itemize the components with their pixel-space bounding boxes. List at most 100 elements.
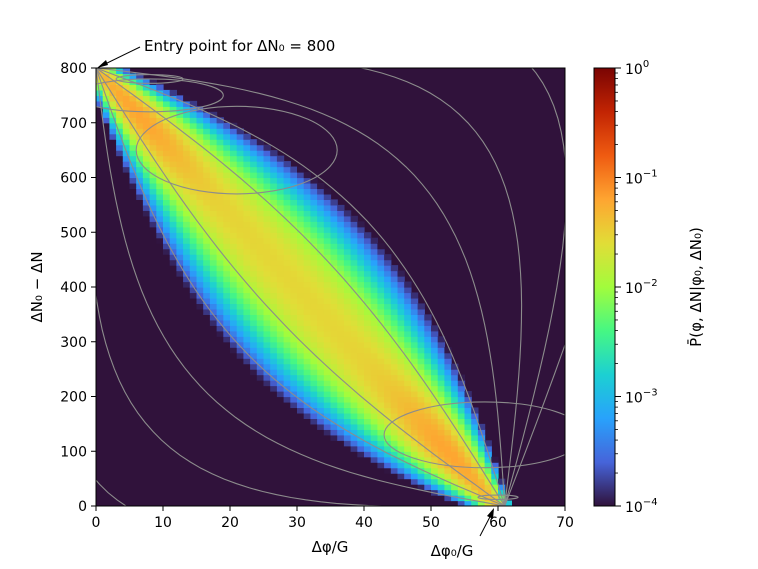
heatmap-cell <box>189 161 198 168</box>
heatmap-cell <box>236 347 244 354</box>
heatmap-cell <box>216 122 224 129</box>
heatmap-cell <box>330 292 338 299</box>
heatmap-cell <box>203 193 211 200</box>
heatmap-cell <box>250 341 258 348</box>
heatmap-cell <box>243 297 251 305</box>
heatmap-cell <box>209 297 218 305</box>
heatmap-cell <box>370 276 378 283</box>
heatmap-cell <box>384 369 392 376</box>
heatmap-cell <box>297 297 305 305</box>
heatmap-cell <box>156 100 164 107</box>
heatmap-cell <box>290 401 298 409</box>
heatmap-cell <box>169 139 177 146</box>
heatmap-cell <box>290 341 298 348</box>
heatmap-cell <box>96 84 104 91</box>
heatmap-cell <box>343 325 352 332</box>
heatmap-cell <box>169 210 177 217</box>
heatmap-cell <box>364 451 372 458</box>
heatmap-cell <box>216 226 224 233</box>
heatmap-cell <box>451 484 459 491</box>
heatmap-cell <box>270 270 278 277</box>
heatmap-cell <box>303 352 311 359</box>
heatmap-cell <box>243 248 251 255</box>
contour-ellipse <box>96 78 224 113</box>
heatmap-cell <box>216 166 224 173</box>
heatmap-cell <box>297 226 305 233</box>
heatmap-cell <box>424 352 432 359</box>
heatmap-cell <box>431 423 439 430</box>
heatmap-cell <box>410 423 419 430</box>
heatmap-cell <box>223 144 231 151</box>
heatmap-cell <box>323 276 332 283</box>
heatmap-cell <box>176 106 184 113</box>
heatmap-cell <box>250 166 258 173</box>
heatmap-cell <box>404 336 412 343</box>
heatmap-cell <box>471 484 479 491</box>
heatmap-cell <box>417 429 425 436</box>
heatmap-cell <box>250 150 258 157</box>
heatmap-cell <box>350 303 358 310</box>
heatmap-cell <box>236 297 244 305</box>
heatmap-cell <box>230 292 238 299</box>
heatmap-cell <box>404 434 412 441</box>
heatmap-cell <box>404 412 412 419</box>
heatmap-cell <box>370 259 378 266</box>
heatmap-cell <box>270 226 278 233</box>
heatmap-cell <box>216 221 224 228</box>
heatmap-cell <box>451 495 459 502</box>
heatmap-cell <box>290 226 298 233</box>
heatmap-cell <box>297 177 305 184</box>
heatmap-cell <box>404 308 412 315</box>
heatmap-cell <box>417 347 425 354</box>
heatmap-cell <box>276 292 285 299</box>
heatmap-cell <box>230 248 238 255</box>
heatmap-cell <box>149 221 157 228</box>
heatmap-cell <box>270 237 278 244</box>
heatmap-cell <box>310 232 318 239</box>
heatmap-cell <box>330 270 338 277</box>
heatmap-cell <box>256 210 265 217</box>
heatmap-cell <box>209 314 218 321</box>
heatmap-cell <box>283 270 291 277</box>
heatmap-cell <box>270 193 278 200</box>
heatmap-cell <box>317 385 325 392</box>
heatmap-cell <box>384 462 392 469</box>
heatmap-cell <box>116 122 124 129</box>
heatmap-cell <box>390 462 399 469</box>
annotation-phi0-text: Δφ₀/G <box>431 542 474 560</box>
heatmap-cell <box>169 248 177 255</box>
heatmap-cell <box>323 221 332 228</box>
heatmap-cell <box>410 418 419 425</box>
heatmap-cell <box>250 226 258 233</box>
heatmap-cell <box>270 248 278 255</box>
heatmap-cell <box>417 396 425 403</box>
heatmap-cell <box>250 347 258 354</box>
heatmap-cell <box>310 221 318 228</box>
heatmap-cell <box>243 314 251 321</box>
heatmap-cell <box>323 237 332 244</box>
heatmap-cell <box>343 358 352 365</box>
heatmap-cell <box>390 292 399 299</box>
heatmap-cell <box>343 308 352 315</box>
heatmap-cell <box>236 172 244 179</box>
heatmap-cell <box>370 423 378 430</box>
heatmap-cell <box>270 325 278 332</box>
heatmap-cell <box>410 347 419 354</box>
heatmap-cell <box>457 401 466 409</box>
heatmap-cell <box>230 276 238 283</box>
heatmap-cell <box>142 100 151 107</box>
heatmap-cell <box>122 166 131 173</box>
heatmap-cell <box>350 330 358 337</box>
heatmap-cell <box>169 117 177 124</box>
heatmap-cell <box>410 303 419 310</box>
heatmap-cell <box>263 259 271 266</box>
heatmap-cell <box>437 396 445 403</box>
heatmap-cell <box>370 456 378 463</box>
heatmap-cell <box>303 221 311 228</box>
heatmap-cell <box>310 401 318 409</box>
heatmap-cell <box>323 243 332 250</box>
heatmap-cell <box>122 155 131 162</box>
heatmap-cell <box>250 297 258 305</box>
heatmap-cell <box>337 407 345 414</box>
heatmap-cell <box>183 150 191 157</box>
